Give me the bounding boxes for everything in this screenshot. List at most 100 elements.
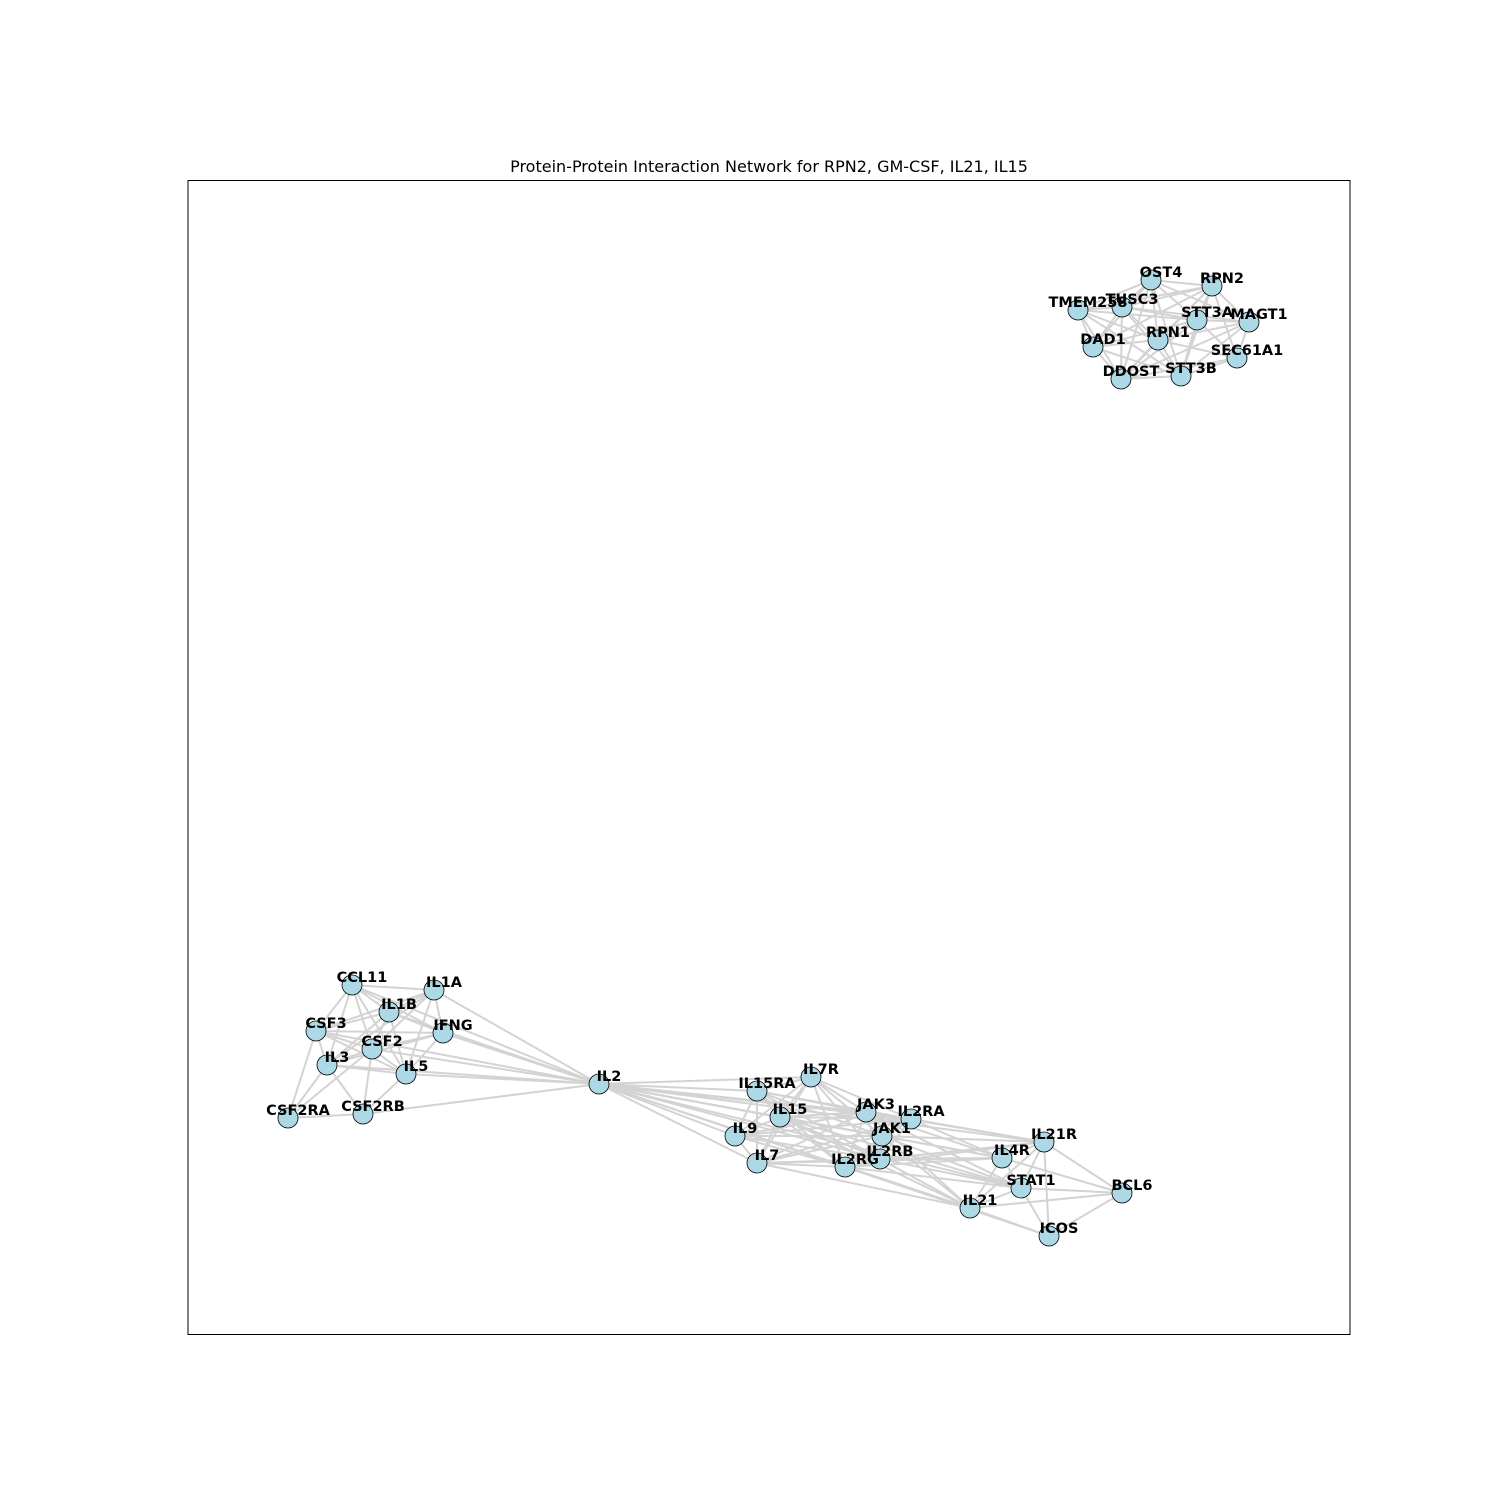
edge-rpn2-tmem258 [1077, 285, 1213, 311]
node-label-magt1: MAGT1 [1230, 307, 1287, 323]
node-il1b [378, 1001, 400, 1023]
chart-title: Protein-Protein Interaction Network for … [510, 157, 1028, 176]
edge-il1a-il3 [326, 989, 435, 1066]
edge-il2-il15ra [598, 1083, 758, 1092]
edge-il2-csf2rb [362, 1083, 600, 1115]
node-ifng [432, 1022, 454, 1044]
edge-ost4-ddost [1120, 279, 1152, 380]
node-label-tmem258: TMEM258 [1049, 295, 1128, 311]
edge-il1b-csf3 [315, 1011, 390, 1032]
node-il2rb [869, 1148, 891, 1170]
edge-il1a-csf2 [371, 989, 435, 1050]
node-icos [1038, 1225, 1060, 1247]
node-label-il4r: IL4R [994, 1143, 1030, 1159]
edge-jak1-stat1 [881, 1135, 1022, 1189]
edge-jak3-il7 [756, 1111, 867, 1164]
edge-ifng-il3 [326, 1032, 444, 1066]
node-rpn2 [1201, 275, 1223, 297]
edge-il21-icos [969, 1207, 1050, 1237]
edge-tmem258-stt3a [1077, 309, 1198, 321]
edge-magt1-ddost [1120, 321, 1250, 380]
edge-csf2ra-csf2rb [287, 1113, 364, 1119]
edge-il15ra-jak1 [756, 1090, 883, 1137]
edge-il15-jak3 [779, 1111, 867, 1118]
node-il21 [959, 1197, 981, 1219]
node-il21r [1033, 1131, 1055, 1153]
node-il7r [800, 1066, 822, 1088]
edge-il9-il2rb [734, 1135, 881, 1160]
edge-jak1-il21 [881, 1135, 971, 1209]
node-il15 [769, 1106, 791, 1128]
node-il15ra [746, 1080, 768, 1102]
node-tusc3 [1111, 296, 1133, 318]
edge-il21r-bcl6 [1043, 1141, 1123, 1194]
node-stt3b [1170, 365, 1192, 387]
node-il9 [724, 1125, 746, 1147]
edge-jak1-il21r [881, 1135, 1045, 1143]
edge-il2-il21r [598, 1083, 1045, 1143]
node-label-csf2ra: CSF2RA [266, 1103, 331, 1119]
node-label-il3: IL3 [325, 1050, 350, 1066]
edge-il3-csf2ra [287, 1064, 328, 1119]
edge-rpn1-sec61a1 [1157, 339, 1238, 359]
node-label-ifng: IFNG [433, 1018, 472, 1034]
edge-il2ra-il9 [734, 1118, 912, 1137]
edge-csf3-ifng [315, 1030, 444, 1034]
edge-il7r-il2ra [810, 1076, 912, 1120]
node-jak1 [871, 1125, 893, 1147]
edge-il15-stat1 [779, 1116, 1022, 1189]
node-label-ddost: DDOST [1103, 364, 1160, 380]
edge-ost4-tmem258 [1077, 279, 1152, 311]
edge-il2-csf2 [371, 1048, 600, 1085]
edge-ccl11-il1a [351, 984, 435, 991]
node-label-il2rb: IL2RB [867, 1144, 914, 1160]
edge-csf3-csf2ra [287, 1030, 317, 1119]
node-label-il2rg: IL2RG [831, 1152, 879, 1168]
node-bcl6 [1111, 1182, 1133, 1204]
node-label-il1b: IL1B [381, 997, 417, 1013]
node-label-bcl6: BCL6 [1111, 1178, 1152, 1194]
edge-il21r-il21 [969, 1141, 1045, 1209]
node-label-sec61a1: SEC61A1 [1211, 343, 1283, 359]
node-label-il7: IL7 [755, 1148, 780, 1164]
edge-il2-il7 [598, 1083, 758, 1164]
edge-il15-il2ra [779, 1116, 912, 1120]
edge-il2rg-il4r [844, 1157, 1003, 1168]
node-jak3 [855, 1101, 877, 1123]
edge-il7r-jak3 [810, 1076, 867, 1113]
node-il2 [588, 1073, 610, 1095]
node-label-stat1: STAT1 [1006, 1173, 1055, 1189]
node-label-tusc3: TUSC3 [1106, 292, 1159, 308]
node-label-il9: IL9 [733, 1121, 758, 1137]
node-label-csf3: CSF3 [305, 1016, 346, 1032]
node-il2ra [900, 1108, 922, 1130]
node-label-dad1: DAD1 [1080, 332, 1125, 348]
node-tmem258 [1067, 299, 1089, 321]
node-il2rg [834, 1156, 856, 1178]
edge-il2-ifng [442, 1032, 600, 1085]
plot-frame [187, 180, 1351, 1335]
node-ccl11 [341, 974, 363, 996]
node-label-jak1: JAK1 [872, 1121, 911, 1137]
edge-jak1-il4r [881, 1135, 1003, 1159]
edge-ost4-magt1 [1150, 279, 1250, 323]
node-il3 [316, 1054, 338, 1076]
edge-il2-csf3 [315, 1030, 600, 1085]
node-label-csf2rb: CSF2RB [341, 1099, 405, 1115]
node-label-stt3b: STT3B [1165, 361, 1217, 377]
node-il5 [395, 1063, 417, 1085]
edge-il2-il1a [433, 989, 600, 1085]
edge-il7r-il9 [734, 1076, 812, 1137]
node-csf2 [361, 1038, 383, 1060]
node-label-stt3a: STT3A [1181, 305, 1234, 321]
node-csf2ra [277, 1107, 299, 1129]
edge-bcl6-icos [1048, 1192, 1123, 1237]
node-stat1 [1010, 1177, 1032, 1199]
edge-il2-il7r [598, 1076, 812, 1085]
node-label-il1a: IL1A [426, 975, 463, 991]
node-label-ccl11: CCL11 [337, 970, 388, 986]
edge-magt1-rpn1 [1157, 321, 1250, 341]
node-sec61a1 [1226, 347, 1248, 369]
